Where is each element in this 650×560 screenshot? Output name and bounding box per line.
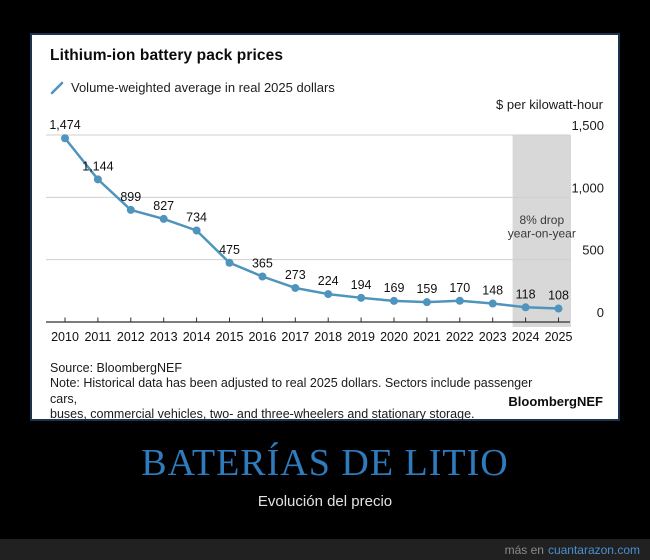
chart-legend: Volume-weighted average in real 2025 dol… <box>50 80 335 95</box>
data-point-marker <box>521 303 530 312</box>
data-point-label: 159 <box>416 282 437 296</box>
watermark-bar: más en cuantarazon.com <box>0 539 650 560</box>
x-tick-label: 2018 <box>314 330 342 344</box>
meme-subtitle: Evolución del precio <box>257 493 393 510</box>
y-axis-unit-label: $ per kilowatt-hour <box>496 97 603 112</box>
source-line: Source: BloombergNEF <box>50 361 183 375</box>
x-tick-label: 2023 <box>479 330 507 344</box>
x-tick-label: 2015 <box>216 330 244 344</box>
data-point-marker <box>258 272 267 281</box>
x-tick-label: 2021 <box>413 330 441 344</box>
data-point-label: 148 <box>482 284 503 298</box>
x-tick-label: 2025 <box>545 330 573 344</box>
data-point-label: 827 <box>153 199 174 213</box>
data-point-marker <box>225 258 234 267</box>
data-point-label: 224 <box>318 274 339 288</box>
data-point-label: 108 <box>548 289 569 303</box>
data-point-label: 118 <box>516 287 536 301</box>
data-point-marker <box>192 226 201 235</box>
watermark-site-link: cuantarazon.com <box>547 542 640 557</box>
data-point-marker <box>159 214 168 223</box>
data-point-label: 734 <box>186 210 207 224</box>
x-tick-label: 2016 <box>248 330 276 344</box>
series-line <box>64 137 559 310</box>
x-tick-label: 2019 <box>347 330 375 344</box>
data-point-label: 194 <box>351 278 372 292</box>
data-point-marker <box>390 296 398 305</box>
x-tick-label: 2011 <box>84 330 111 344</box>
data-point-label: 365 <box>252 256 273 270</box>
data-point-marker <box>61 134 69 143</box>
data-point-marker <box>488 299 497 308</box>
data-point-marker <box>422 298 431 307</box>
chart-title: Lithium-ion battery pack prices <box>50 47 284 64</box>
data-point-marker <box>126 205 135 214</box>
note-line-1: Note: Historical data has been adjusted … <box>50 376 533 406</box>
y-tick-label: 0 <box>597 305 604 320</box>
data-point-marker <box>93 175 102 184</box>
x-tick-label: 2012 <box>117 330 145 344</box>
data-point-marker <box>357 293 366 302</box>
legend-label: Volume-weighted average in real 2025 dol… <box>71 80 335 95</box>
data-point-marker <box>554 304 563 313</box>
data-point-marker <box>324 290 333 299</box>
data-point-label: 170 <box>449 281 470 295</box>
source-note: Source: BloombergNEF Note: Historical da… <box>50 361 555 422</box>
x-tick-label: 2024 <box>512 330 540 344</box>
x-tick-label: 2017 <box>281 330 309 344</box>
data-point-label: 273 <box>285 268 306 282</box>
chart-card: Lithium-ion battery pack prices Volume-w… <box>30 33 620 421</box>
data-point-label: 1,474 <box>49 118 80 132</box>
y-tick-label: 1,000 <box>571 180 604 195</box>
x-tick-label: 2014 <box>183 330 211 344</box>
data-point-label: 1,144 <box>82 159 113 173</box>
data-point-marker <box>455 296 464 305</box>
y-tick-label: 1,500 <box>571 118 604 133</box>
meme-title: BATERÍAS DE LITIO <box>141 442 509 484</box>
band-annotation: year-on-year <box>508 227 576 241</box>
bloombergnef-logo: BloombergNEF <box>508 394 603 409</box>
data-point-label: 899 <box>120 190 141 204</box>
band-annotation: 8% drop <box>519 213 564 227</box>
data-point-label: 475 <box>219 243 240 257</box>
watermark-prefix: más en <box>504 542 544 557</box>
x-tick-label: 2010 <box>51 330 79 344</box>
note-line-2: buses, commercial vehicles, two- and thr… <box>50 406 475 421</box>
x-tick-label: 2013 <box>150 330 178 344</box>
x-tick-label: 2020 <box>380 330 408 344</box>
y-tick-label: 500 <box>582 243 604 258</box>
data-point-marker <box>291 283 300 292</box>
line-series-icon <box>50 81 64 94</box>
highlight-band <box>512 135 571 327</box>
data-point-label: 169 <box>384 281 405 295</box>
x-tick-label: 2022 <box>446 330 474 344</box>
